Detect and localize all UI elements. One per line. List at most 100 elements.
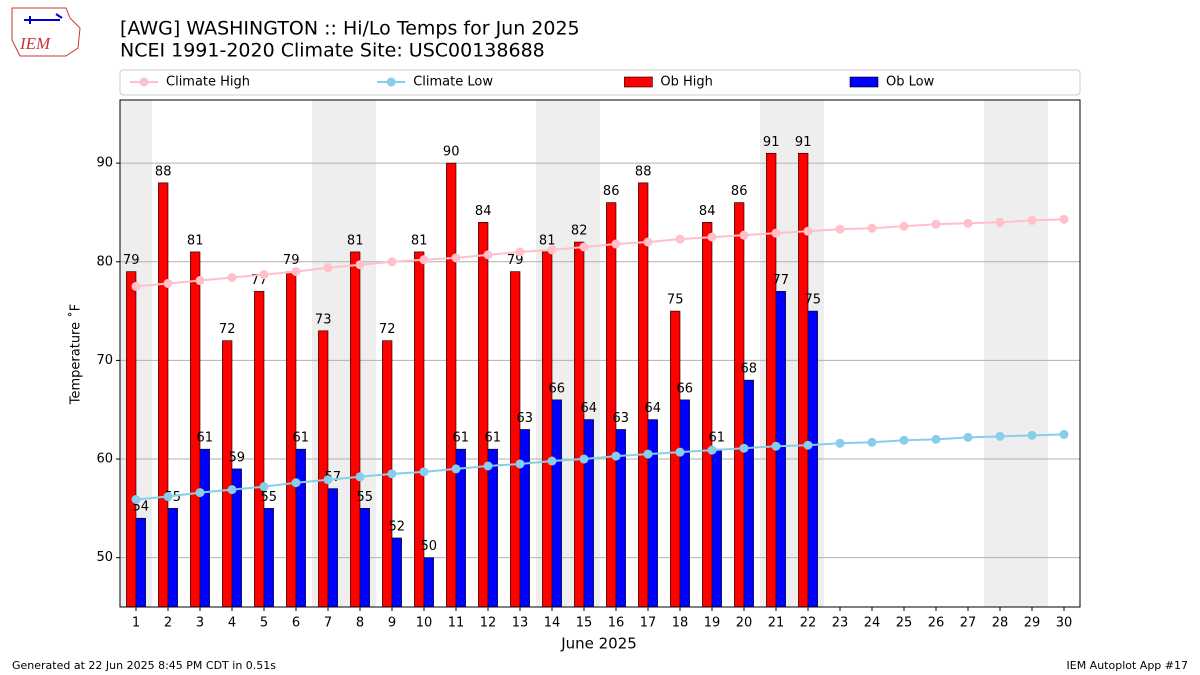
data-label: 63	[613, 411, 630, 426]
data-label: 91	[763, 135, 780, 150]
data-label: 88	[155, 164, 172, 179]
data-label: 86	[731, 184, 748, 199]
marker	[643, 449, 653, 459]
logo-outline	[11, 7, 81, 57]
bar	[519, 429, 530, 608]
marker	[259, 482, 269, 492]
y-tick-label: 70	[96, 353, 113, 368]
data-label: 68	[741, 362, 758, 377]
marker	[131, 494, 141, 504]
bar	[423, 557, 434, 608]
bar	[574, 241, 585, 608]
x-tick-label: 16	[608, 616, 625, 631]
bar	[734, 202, 745, 608]
bar	[510, 271, 521, 608]
marker	[163, 492, 173, 502]
x-axis-label: June 2025	[560, 635, 637, 653]
x-tick-label: 5	[260, 616, 268, 631]
data-label: 79	[283, 253, 300, 268]
data-label: 64	[645, 401, 662, 416]
bar	[551, 399, 562, 608]
marker	[131, 281, 141, 291]
marker	[771, 441, 781, 451]
bar	[391, 537, 402, 608]
marker	[963, 432, 973, 442]
data-label: 72	[219, 322, 236, 337]
data-label: 81	[347, 233, 364, 248]
bar	[743, 379, 754, 608]
marker	[867, 437, 877, 447]
bar	[158, 182, 169, 608]
marker	[1059, 214, 1069, 224]
bar	[350, 251, 361, 608]
marker	[387, 469, 397, 479]
bar	[807, 310, 818, 608]
bar	[327, 488, 338, 608]
data-label: 61	[485, 431, 502, 446]
data-label: 91	[795, 135, 812, 150]
marker	[675, 234, 685, 244]
marker	[323, 263, 333, 273]
data-label: 90	[443, 145, 460, 160]
line	[135, 218, 1065, 288]
bar	[583, 419, 594, 608]
bar	[766, 152, 777, 608]
bar	[679, 399, 690, 608]
x-tick-label: 27	[960, 616, 977, 631]
weekend-shade	[984, 100, 1016, 607]
logo-icon	[24, 13, 63, 24]
legend-label: Ob High	[660, 75, 713, 90]
x-tick-label: 28	[992, 616, 1009, 631]
marker	[963, 218, 973, 228]
bar	[446, 162, 457, 608]
weekend-shade	[1016, 100, 1048, 607]
data-label: 81	[539, 233, 556, 248]
marker	[227, 485, 237, 495]
marker	[195, 276, 205, 286]
x-tick-label: 1	[132, 616, 140, 631]
x-tick-label: 21	[768, 616, 785, 631]
bar	[295, 448, 306, 608]
marker	[995, 431, 1005, 441]
x-tick-label: 23	[832, 616, 849, 631]
marker	[547, 456, 557, 466]
data-label: 66	[677, 381, 694, 396]
marker	[899, 221, 909, 231]
marker	[899, 435, 909, 445]
marker	[611, 451, 621, 461]
x-tick-label: 4	[228, 616, 236, 631]
marker	[291, 478, 301, 488]
x-tick-label: 13	[512, 616, 529, 631]
bar	[318, 330, 329, 608]
bar	[606, 202, 617, 608]
marker	[259, 270, 269, 280]
x-tick-label: 26	[928, 616, 945, 631]
marker	[579, 454, 589, 464]
x-tick-label: 19	[704, 616, 721, 631]
data-label: 59	[229, 450, 246, 465]
x-tick-label: 2	[164, 616, 172, 631]
marker	[803, 440, 813, 450]
marker	[867, 223, 877, 233]
line	[135, 433, 1065, 501]
y-tick-label: 90	[96, 156, 113, 171]
marker	[163, 278, 173, 288]
bar	[126, 271, 137, 608]
bar	[263, 508, 274, 608]
marker	[515, 247, 525, 257]
legend-label: Ob Low	[886, 75, 935, 90]
marker	[291, 267, 301, 277]
marker	[1059, 429, 1069, 439]
bar	[798, 152, 809, 608]
marker	[355, 472, 365, 482]
data-label: 72	[379, 322, 396, 337]
data-label: 79	[507, 253, 524, 268]
marker	[323, 475, 333, 485]
legend-marker	[139, 77, 149, 87]
marker	[483, 250, 493, 260]
marker	[835, 438, 845, 448]
data-label: 50	[421, 539, 438, 554]
marker	[227, 273, 237, 283]
data-label: 75	[805, 293, 822, 308]
